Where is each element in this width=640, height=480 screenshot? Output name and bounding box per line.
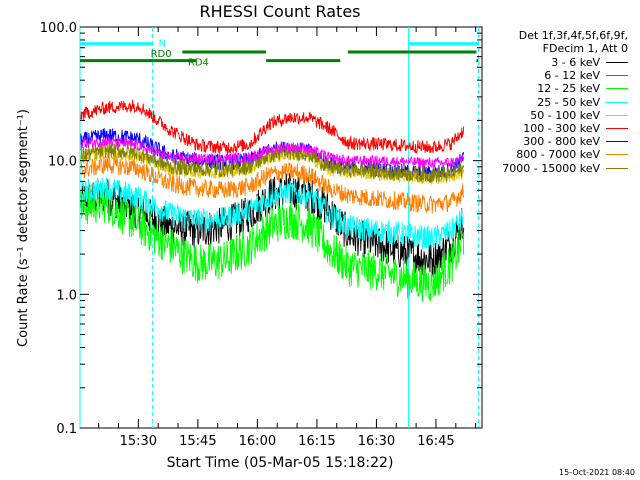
legend-label: 12 - 25 keV [537, 82, 600, 96]
series-line [80, 185, 465, 302]
legend-swatch [606, 154, 628, 156]
y-tick-label: 10.0 [48, 155, 77, 170]
legend-item: 3 - 6 keV [551, 56, 628, 69]
time-markers [79, 27, 479, 428]
x-tick-label: 16:45 [417, 434, 454, 449]
legend-item: 300 - 800 keV [523, 135, 628, 148]
legend-item: 100 - 300 keV [523, 122, 628, 135]
y-tick-label: 1.0 [56, 288, 77, 303]
legend-label: 3 - 6 keV [551, 56, 600, 69]
legend-swatch [606, 101, 628, 103]
series-line [80, 99, 465, 154]
legend-label: 800 - 7000 keV [516, 148, 600, 162]
footer-date: 15-Oct-2021 08:40 [559, 468, 635, 477]
status-bar-label: N [159, 39, 166, 50]
legend-header-2: FDecim 1, Att 0 [542, 42, 628, 55]
series-line [80, 135, 465, 169]
legend-swatch [606, 88, 628, 90]
legend-item: 25 - 50 keV [537, 96, 628, 109]
x-tick-label: 16:00 [239, 434, 276, 449]
x-tick-label: 15:45 [179, 434, 216, 449]
legend-label: 7000 - 15000 keV [502, 161, 600, 175]
series-line [80, 177, 465, 251]
chart-title: RHESSI Count Rates [200, 2, 361, 21]
x-tick-label: 16:15 [298, 434, 335, 449]
series-line [80, 142, 465, 183]
x-axis: 15:30 15:45 16:00 16:15 16:30 16:45 [98, 27, 477, 449]
legend-item: 50 - 100 keV [530, 109, 628, 122]
legend-label: 300 - 800 keV [523, 135, 600, 149]
legend-header-1: Det 1f,3f,4f,5f,6f,9f, [518, 29, 628, 42]
legend-swatch [606, 75, 628, 77]
status-bar-label: RD0 [151, 49, 172, 60]
x-tick-label: 15:30 [120, 434, 157, 449]
series-line [80, 156, 465, 214]
legend-item: 7000 - 15000 keV [502, 162, 628, 175]
legend-item: 800 - 7000 keV [516, 148, 628, 161]
legend-label: 100 - 300 keV [523, 122, 600, 135]
x-tick-label: 16:30 [358, 434, 395, 449]
y-axis: 0.1 1.0 10.0 100.0 [40, 21, 482, 437]
legend-item: 12 - 25 keV [537, 82, 628, 95]
status-bar-label: RD4 [188, 58, 209, 69]
legend-swatch [606, 128, 628, 129]
legend-label: 25 - 50 keV [537, 95, 600, 109]
legend-item: 6 - 12 keV [544, 69, 628, 82]
series-lines [80, 99, 465, 302]
legend-swatch [606, 141, 628, 143]
y-tick-label: 0.1 [56, 422, 77, 437]
y-tick-label: 100.0 [40, 21, 77, 36]
y-axis-label: Count Rate (s⁻¹ detector segment⁻¹) [16, 109, 31, 347]
legend-swatch [606, 114, 628, 116]
x-axis-label: Start Time (05-Mar-05 15:18:22) [167, 455, 394, 471]
legend-swatch [606, 62, 628, 63]
legend-label: 6 - 12 keV [544, 69, 600, 83]
legend-swatch [606, 167, 628, 169]
legend-label: 50 - 100 keV [530, 108, 600, 122]
